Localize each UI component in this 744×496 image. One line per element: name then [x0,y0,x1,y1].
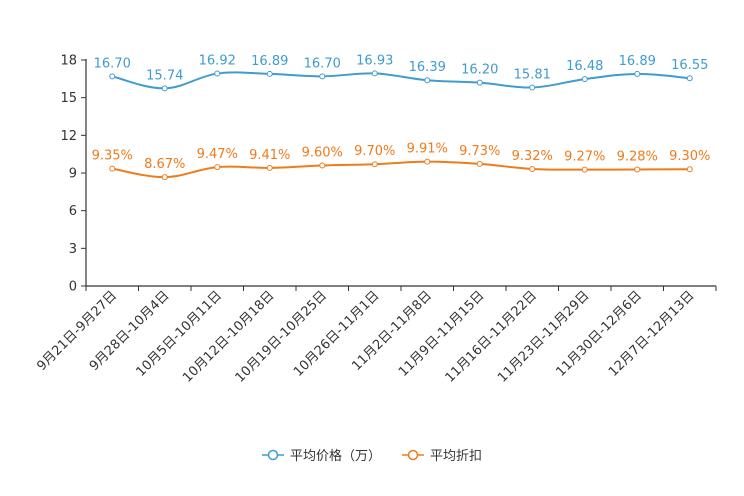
data-label: 9.70% [354,144,395,159]
data-point [319,73,326,80]
x-tick-label: 11月16日-11月22日 [443,288,540,385]
data-label: 9.35% [92,149,133,164]
data-label: 9.28% [617,149,658,164]
data-label: 15.74 [146,68,183,83]
data-point [371,70,378,77]
legend-marker-icon [267,449,279,461]
data-point [371,161,378,168]
data-point [634,166,641,173]
data-point [161,85,168,92]
series-line-1 [112,71,690,90]
data-point [266,70,273,77]
y-tick-label: 3 [69,242,77,257]
data-label: 16.20 [461,63,498,78]
legend-marker-icon [407,449,419,461]
data-label: 9.27% [564,150,605,165]
data-label: 8.67% [144,157,185,172]
legend-label: 平均折扣 [430,449,482,464]
legend[interactable]: 平均价格（万） 平均折扣 [262,448,482,464]
data-label: 9.32% [512,149,553,164]
legend-item-1[interactable]: 平均价格（万） [262,448,381,464]
data-point [529,165,536,172]
data-label: 9.47% [197,147,238,162]
data-label: 16.48 [566,59,603,74]
y-tick-label: 9 [69,167,77,182]
data-label: 16.92 [199,54,236,69]
x-tick-label: 11月23日-11月29日 [495,288,592,385]
x-tick-label: 10月19日-10月25日 [233,288,330,385]
y-tick-label: 0 [69,280,77,295]
legend-item-2[interactable]: 平均折扣 [402,449,482,464]
data-point [266,164,273,171]
data-label: 16.89 [619,54,656,69]
series-line-2 [112,160,690,179]
y-tick-label: 18 [60,54,77,69]
data-label: 9.41% [249,148,290,163]
data-point [214,164,221,171]
y-tick-label: 6 [69,204,77,219]
data-labels: 16.70 15.74 16.92 16.89 16.70 16.93 16.39 16.20… [92,53,711,172]
series-layer [109,70,693,181]
data-point [686,75,693,82]
data-label: 9.60% [302,145,343,160]
data-point [161,174,168,181]
data-label: 16.93 [356,53,393,68]
data-point [319,162,326,169]
data-point [214,70,221,77]
data-label: 9.73% [459,144,500,159]
data-point [634,70,641,77]
data-label: 16.39 [409,60,446,75]
data-label: 16.70 [94,56,131,71]
data-point [109,73,116,80]
data-label: 9.30% [669,149,710,164]
x-tick-label: 10月12日-10月18日 [180,288,277,385]
data-label: 15.81 [514,67,551,82]
data-label: 16.70 [304,56,341,71]
data-point [424,158,431,165]
y-tick-label: 15 [60,91,77,106]
data-point [529,84,536,91]
data-point [581,166,588,173]
data-point [686,166,693,173]
data-point [581,76,588,83]
axes: 03691215189月21日-9月27日9月28日-10月4日10月5日-10… [34,54,717,386]
data-point [476,160,483,167]
data-label: 16.89 [251,54,288,69]
data-point [109,165,116,172]
legend-label: 平均价格（万） [290,448,381,464]
y-tick-label: 12 [60,129,77,144]
data-point [424,77,431,84]
data-label: 9.91% [407,142,448,157]
data-point [476,79,483,86]
data-label: 16.55 [671,58,708,73]
